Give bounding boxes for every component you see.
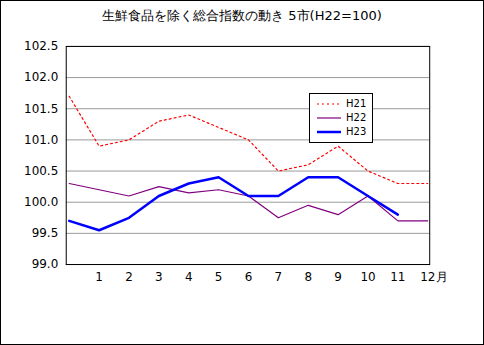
svg-text:101.0: 101.0 bbox=[24, 133, 58, 147]
html-text:H22: H22 bbox=[346, 112, 367, 123]
svg-text:99.5: 99.5 bbox=[32, 226, 59, 240]
svg-text:6: 6 bbox=[245, 270, 253, 284]
svg-text:4: 4 bbox=[185, 270, 193, 284]
svg-text:102.5: 102.5 bbox=[24, 39, 58, 53]
svg-text:101.5: 101.5 bbox=[24, 102, 58, 116]
svg-text:11: 11 bbox=[390, 270, 405, 284]
html-text:生鮮食品を除く総合指数の動き 5市(H22=100): 生鮮食品を除く総合指数の動き 5市(H22=100) bbox=[102, 8, 382, 23]
svg-text:12: 12 bbox=[420, 270, 435, 284]
svg-text:10: 10 bbox=[360, 270, 375, 284]
svg-text:5: 5 bbox=[215, 270, 223, 284]
html-text:H21: H21 bbox=[346, 98, 367, 109]
svg-text:100.5: 100.5 bbox=[24, 164, 58, 178]
svg-text:100.0: 100.0 bbox=[24, 195, 58, 209]
svg-text:102.0: 102.0 bbox=[24, 70, 58, 84]
svg-text:8: 8 bbox=[304, 270, 312, 284]
svg-text:9: 9 bbox=[334, 270, 342, 284]
svg-text:1: 1 bbox=[95, 270, 103, 284]
html-text:H23: H23 bbox=[346, 126, 367, 137]
svg-text:99.0: 99.0 bbox=[32, 257, 59, 271]
svg-text:7: 7 bbox=[275, 270, 283, 284]
svg-text:3: 3 bbox=[155, 270, 163, 284]
svg-text:2: 2 bbox=[125, 270, 133, 284]
svg-text:月: 月 bbox=[436, 270, 448, 284]
